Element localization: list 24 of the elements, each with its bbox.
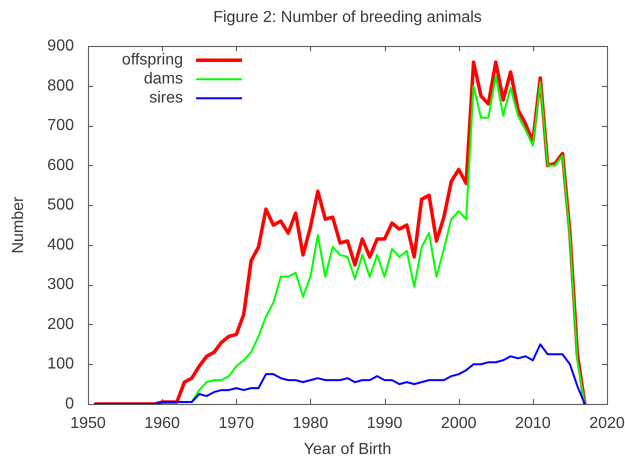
y-tick-label: 400 [47, 236, 74, 254]
x-tick-label: 2020 [589, 415, 625, 432]
x-tick-label: 2010 [515, 415, 551, 432]
y-tick-label: 500 [47, 196, 74, 214]
y-tick-label: 900 [47, 38, 74, 55]
legend-label: offspring [122, 52, 183, 69]
x-tick-label: 1980 [292, 415, 328, 432]
y-tick-label: 200 [47, 316, 74, 333]
legend-label: dams [144, 70, 183, 88]
y-tick-label: 700 [47, 117, 74, 134]
chart-title: Figure 2: Number of breeding animals [213, 9, 482, 26]
x-tick-label: 1950 [70, 415, 106, 432]
x-tick-label: 1990 [366, 415, 402, 432]
y-tick-label: 800 [47, 77, 74, 94]
y-tick-label: 100 [47, 356, 74, 373]
y-axis-title: Number [10, 196, 28, 254]
x-axis-title: Year of Birth [304, 440, 392, 458]
x-tick-label: 1970 [218, 415, 254, 432]
y-tick-label: 300 [47, 276, 74, 294]
x-tick-label: 1960 [144, 415, 180, 432]
y-tick-label: 600 [47, 156, 74, 174]
legend-label: sires [149, 90, 183, 107]
y-tick-label: 0 [65, 395, 74, 412]
x-tick-label: 2000 [440, 415, 477, 432]
